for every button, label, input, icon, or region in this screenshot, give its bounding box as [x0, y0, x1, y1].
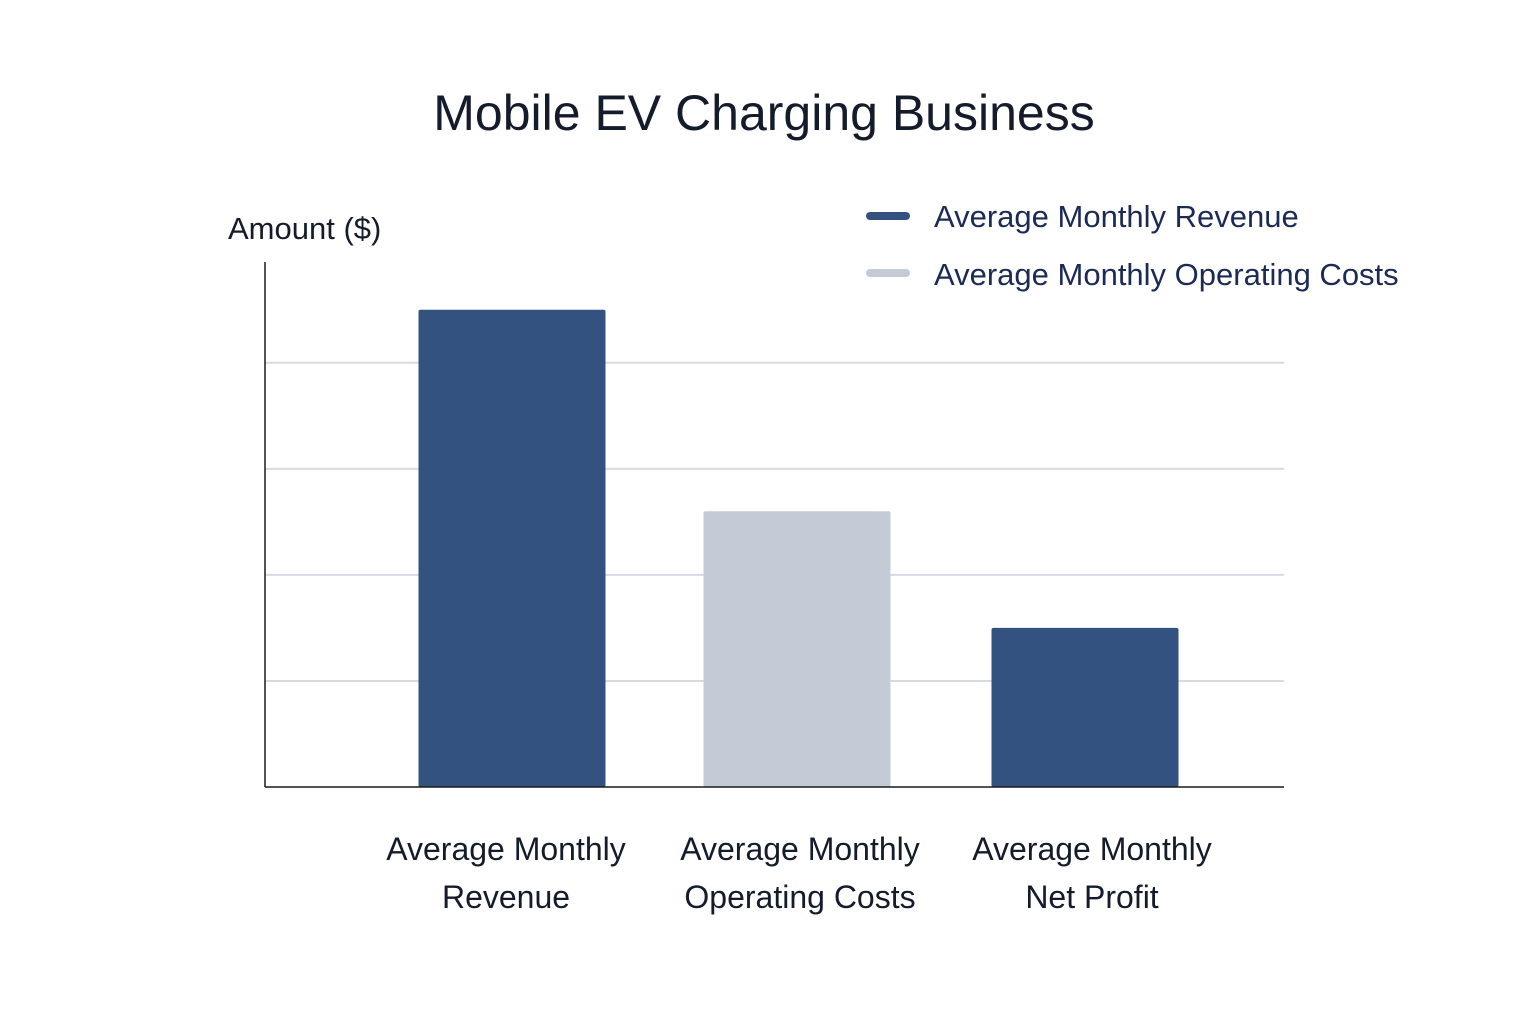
x-tick-labels: Average Monthly Revenue Average Monthly … [386, 831, 1212, 915]
legend: Average Monthly Revenue Average Monthly … [866, 199, 1399, 292]
bar-revenue [418, 309, 606, 787]
x-tick-label-operating-costs-line1: Average Monthly [680, 831, 920, 867]
x-tick-label-net-profit-line2: Net Profit [1025, 879, 1158, 915]
legend-label-revenue: Average Monthly Revenue [934, 199, 1299, 234]
x-tick-label-revenue-line2: Revenue [442, 879, 570, 915]
legend-label-operating-costs: Average Monthly Operating Costs [934, 257, 1399, 292]
bars [418, 309, 1179, 787]
bar-net-profit [991, 627, 1179, 787]
x-tick-label-revenue-line1: Average Monthly [386, 831, 626, 867]
x-tick-label-operating-costs-line2: Operating Costs [684, 879, 915, 915]
chart-title: Mobile EV Charging Business [433, 85, 1094, 141]
legend-swatch-revenue [866, 212, 910, 220]
legend-swatch-operating-costs [866, 269, 910, 277]
bar-operating-costs [703, 511, 891, 787]
y-axis-label: Amount ($) [228, 211, 381, 246]
x-tick-label-net-profit-line1: Average Monthly [972, 831, 1212, 867]
